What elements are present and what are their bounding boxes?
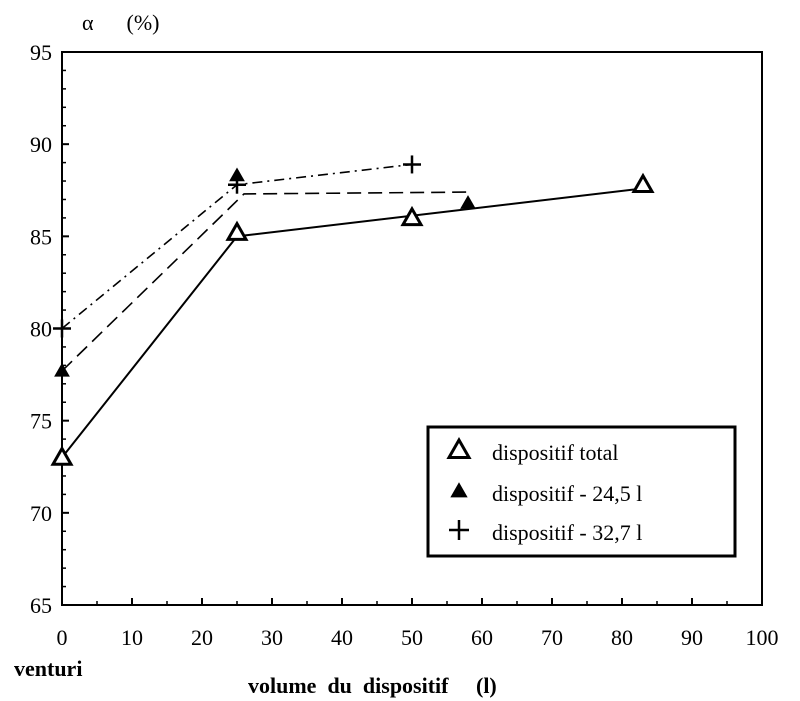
series-line-0 [61, 187, 644, 459]
marker-shape [631, 172, 655, 193]
y-tick-label: 80 [30, 317, 52, 342]
legend-box [426, 425, 737, 558]
marker-shape [54, 362, 70, 377]
legend-marker-1 [450, 482, 468, 498]
y-tick-label: 75 [30, 409, 52, 434]
marker-shape [446, 436, 472, 459]
x-tick-label: 90 [681, 625, 703, 650]
x-tick-label: 100 [746, 625, 779, 650]
series-lines [61, 163, 644, 459]
data-point-s1-p2 [460, 195, 476, 209]
venturi-label: venturi [14, 656, 82, 681]
y-axis-label: α (%) [82, 10, 160, 35]
marker-shape [400, 205, 424, 227]
x-tick-label: 20 [191, 625, 213, 650]
legend-label-1: dispositif - 24,5 l [492, 481, 642, 506]
series-line-1 [61, 191, 469, 372]
series-markers [50, 155, 655, 466]
data-point-s0-p2 [400, 205, 424, 227]
y-axis: 65 70 75 80 85 90 95 [30, 40, 69, 618]
legend-marker-2 [449, 520, 469, 540]
x-tick-label: 10 [121, 625, 143, 650]
data-point-s2-p1 [228, 175, 246, 194]
x-axis-label: volume du dispositif (l) [248, 673, 497, 698]
data-point-s0-p3 [631, 172, 655, 193]
data-point-s0-p0 [50, 445, 74, 466]
x-tick-label: 70 [541, 625, 563, 650]
legend: dispositif total dispositif - 24,5 l dispo… [426, 425, 737, 558]
y-tick-label: 70 [30, 501, 52, 526]
x-tick-label: 30 [261, 625, 283, 650]
legend-label-2: dispositif - 32,7 l [492, 520, 642, 545]
y-tick-label: 90 [30, 132, 52, 157]
marker-shape [450, 482, 468, 498]
marker-shape [225, 220, 249, 241]
x-tick-label: 60 [471, 625, 493, 650]
marker-shape [50, 445, 74, 466]
x-tick-label: 0 [57, 625, 68, 650]
x-axis: 0 10 20 30 40 50 60 70 80 90 100 [57, 598, 779, 650]
data-point-s0-p1 [225, 220, 249, 241]
x-tick-label: 50 [401, 625, 423, 650]
data-point-s2-p0 [53, 319, 71, 338]
legend-marker-0 [446, 436, 472, 459]
y-tick-label: 85 [30, 224, 52, 249]
data-point-s1-p0 [54, 362, 70, 377]
x-tick-label: 80 [611, 625, 633, 650]
marker-shape [460, 195, 476, 209]
y-tick-label: 65 [30, 593, 52, 618]
data-point-s2-p2 [403, 155, 421, 174]
legend-label-0: dispositif total [492, 440, 619, 465]
y-tick-label: 95 [30, 40, 52, 65]
x-tick-label: 40 [331, 625, 353, 650]
